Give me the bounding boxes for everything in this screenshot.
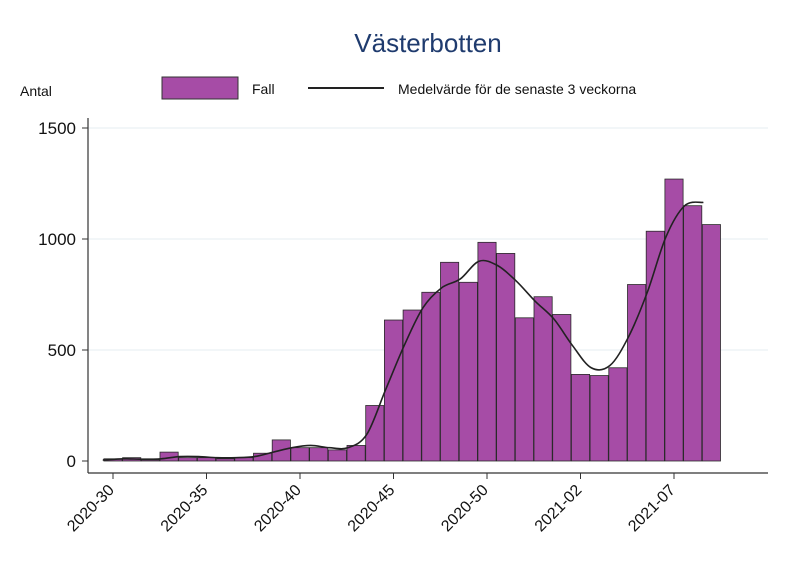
bar-fall: [402, 309, 422, 462]
x-tick-label: 2020-45: [345, 482, 399, 536]
chart-title: Västerbotten: [354, 28, 501, 58]
bar-fall: [309, 447, 329, 462]
legend-label-fall: Fall: [252, 81, 275, 97]
x-tick-label: 2020-50: [438, 482, 492, 536]
y-ticks: 0 500 1000 1500: [38, 119, 88, 471]
bar-fall: [608, 367, 628, 462]
legend-label-moving-average: Medelvärde för de senaste 3 veckorna: [398, 81, 636, 97]
y-axis-label: Antal: [20, 83, 52, 99]
x-tick-label: 2020-35: [158, 482, 212, 536]
bar-fall: [514, 317, 534, 462]
bar-fall: [327, 449, 347, 462]
x-tick-label: 2020-30: [64, 482, 118, 536]
bar-fall: [477, 241, 497, 462]
bar-fall: [701, 224, 721, 462]
bar-fall: [440, 261, 460, 462]
bar-fall: [683, 205, 703, 462]
bar-fall: [346, 445, 366, 462]
bar-fall: [627, 284, 647, 462]
bar-series: [103, 178, 721, 462]
bar-fall: [383, 319, 403, 462]
chart-legend: Fall Medelvärde för de senaste 3 veckorn…: [161, 76, 636, 100]
legend-swatch-fall: [161, 76, 239, 100]
bar-fall: [496, 253, 516, 462]
bar-fall: [571, 374, 591, 462]
bar-fall: [664, 178, 684, 462]
x-tick-label: 2021-07: [625, 482, 679, 536]
bar-fall: [365, 405, 385, 462]
x-ticks: 2020-30 2020-35 2020-40 2020-45 2020-50 2021-…: [64, 473, 679, 535]
bar-fall: [458, 281, 478, 462]
bar-fall: [140, 459, 160, 462]
bar-fall: [178, 457, 198, 462]
x-tick-label: 2021-02: [532, 482, 586, 536]
y-tick-label: 1500: [38, 119, 76, 138]
y-tick-label: 500: [48, 341, 76, 360]
bar-fall: [552, 314, 572, 462]
bar-fall: [533, 296, 553, 462]
bar-fall: [290, 447, 310, 462]
bar-fall: [645, 230, 665, 462]
bar-fall: [215, 458, 235, 462]
x-tick-label: 2020-40: [251, 482, 305, 536]
bar-fall: [589, 375, 609, 462]
moving-average-line: [102, 201, 704, 461]
y-tick-label: 1000: [38, 230, 76, 249]
bar-fall: [421, 291, 441, 462]
y-tick-label: 0: [67, 452, 76, 471]
